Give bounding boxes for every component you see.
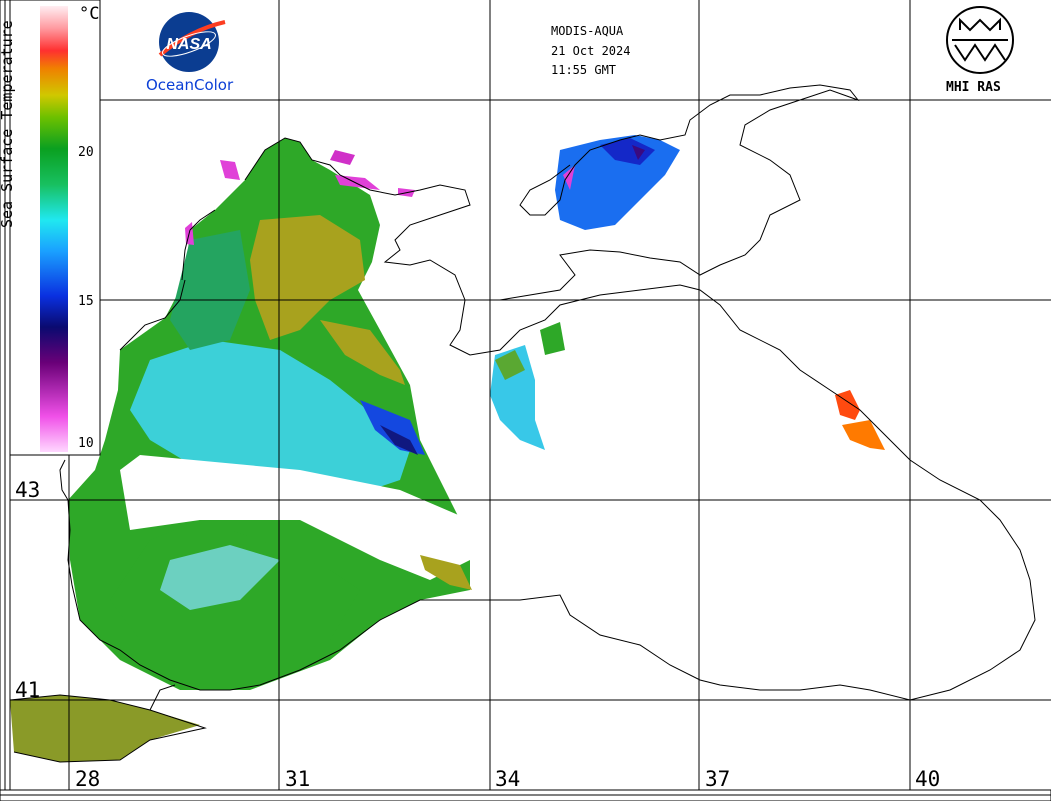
lon-label-40: 40 <box>915 767 941 791</box>
mhi-caption: MHI RAS <box>946 80 1001 95</box>
sst-data-azov <box>555 135 680 230</box>
nasa-logo: NASA <box>158 12 226 72</box>
colorbar-tick-10: 10 <box>78 436 94 451</box>
colorbar-title: Sea Surface Temperature <box>0 20 16 228</box>
lat-label-43: 43 <box>15 478 41 502</box>
sst-data-crimea-east <box>490 322 565 450</box>
svg-text:NASA: NASA <box>166 36 211 53</box>
colorbar-panel <box>9 0 101 456</box>
lon-label-34: 34 <box>495 767 521 791</box>
sst-data-west <box>10 138 472 762</box>
lat-label-41: 41 <box>15 678 41 702</box>
lon-label-37: 37 <box>705 767 731 791</box>
date-label: 21 Oct 2024 <box>551 43 631 58</box>
colorbar <box>40 6 68 452</box>
acquisition-info: MODIS-AQUA 21 Oct 2024 11:55 GMT <box>551 22 630 81</box>
mhi-logo <box>946 6 1014 74</box>
sst-data-caucasus <box>835 390 885 450</box>
time-label: 11:55 GMT <box>551 63 617 77</box>
lon-label-28: 28 <box>75 767 101 791</box>
colorbar-unit: °C <box>79 4 100 24</box>
coastline <box>9 84 1036 763</box>
colorbar-tick-15: 15 <box>78 294 94 309</box>
lon-label-31: 31 <box>285 767 311 791</box>
nasa-caption: OceanColor <box>146 76 234 94</box>
sensor-label: MODIS-AQUA <box>551 24 624 38</box>
colorbar-tick-20: 20 <box>78 145 94 160</box>
